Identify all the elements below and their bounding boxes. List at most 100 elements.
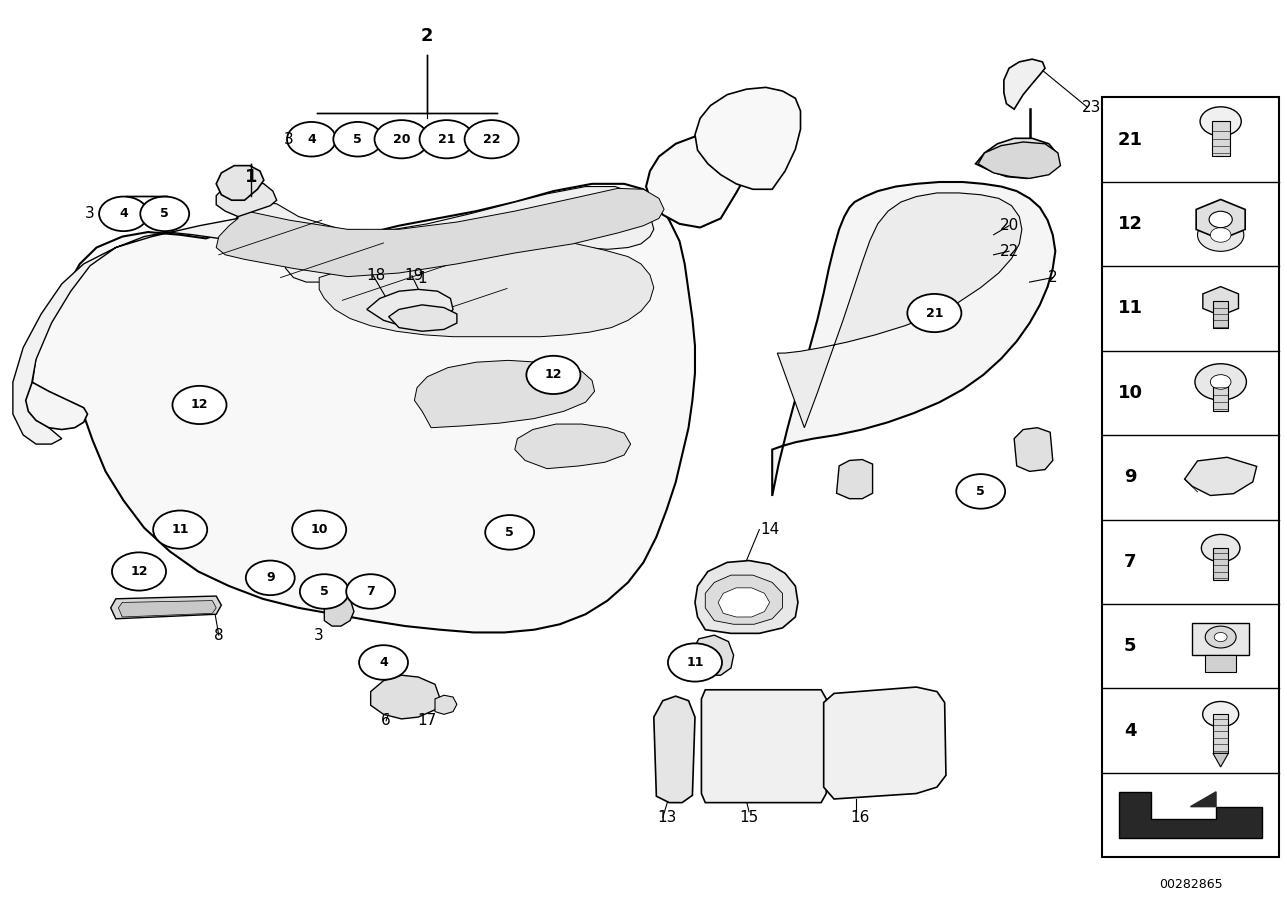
Text: 20: 20 (393, 133, 411, 146)
Circle shape (359, 645, 408, 680)
Text: 4: 4 (1124, 722, 1136, 740)
Text: 12: 12 (130, 565, 148, 578)
Circle shape (1214, 632, 1227, 642)
Text: 00282865: 00282865 (1158, 878, 1223, 891)
Polygon shape (118, 601, 216, 617)
Circle shape (292, 511, 346, 549)
Text: 11: 11 (171, 523, 189, 536)
Polygon shape (1014, 428, 1053, 471)
Polygon shape (216, 166, 264, 200)
Text: 15: 15 (740, 810, 758, 824)
Text: 1: 1 (417, 271, 427, 286)
Polygon shape (824, 687, 946, 799)
Polygon shape (1212, 753, 1228, 767)
Text: 17: 17 (418, 713, 436, 728)
Text: 5: 5 (506, 526, 514, 539)
Text: 16: 16 (849, 810, 870, 824)
Circle shape (99, 197, 148, 231)
Bar (1212, 301, 1228, 329)
Text: 9: 9 (266, 571, 274, 584)
Polygon shape (772, 182, 1055, 496)
Polygon shape (414, 360, 595, 428)
Bar (1102, 97, 1279, 857)
Circle shape (907, 294, 961, 332)
Circle shape (1210, 228, 1230, 242)
Polygon shape (515, 424, 631, 469)
Polygon shape (26, 382, 88, 430)
Text: 10: 10 (310, 523, 328, 536)
Text: 3: 3 (314, 628, 324, 642)
Circle shape (1199, 106, 1241, 136)
Circle shape (485, 515, 534, 550)
Polygon shape (718, 588, 770, 617)
Text: 1: 1 (245, 167, 257, 186)
Polygon shape (695, 561, 798, 633)
Polygon shape (367, 289, 453, 326)
Circle shape (112, 552, 166, 591)
Polygon shape (837, 460, 873, 499)
Text: 12: 12 (190, 399, 208, 411)
Text: 5: 5 (1124, 637, 1136, 655)
Polygon shape (324, 593, 354, 626)
Bar (1205, 655, 1236, 672)
Text: 5: 5 (161, 207, 169, 220)
Polygon shape (695, 87, 801, 189)
Circle shape (375, 120, 429, 158)
Polygon shape (692, 635, 734, 675)
Text: 21: 21 (1117, 130, 1143, 148)
Bar (1212, 382, 1228, 411)
Circle shape (668, 643, 722, 682)
Text: 3: 3 (283, 132, 293, 147)
Circle shape (1194, 364, 1246, 400)
Circle shape (153, 511, 207, 549)
Text: 2: 2 (1048, 270, 1058, 285)
Text: 21: 21 (925, 307, 943, 319)
Polygon shape (701, 690, 826, 803)
Text: 7: 7 (1124, 552, 1136, 571)
Text: 19: 19 (404, 268, 425, 283)
Text: 11: 11 (686, 656, 704, 669)
Circle shape (140, 197, 189, 231)
Circle shape (333, 122, 382, 157)
Text: 13: 13 (656, 810, 677, 824)
Polygon shape (435, 695, 457, 714)
Circle shape (1205, 626, 1236, 648)
Text: 22: 22 (1000, 244, 1018, 258)
Bar (1192, 623, 1248, 655)
Text: 11: 11 (1117, 299, 1143, 318)
Text: 23: 23 (1081, 100, 1102, 115)
Polygon shape (389, 305, 457, 331)
Text: 5: 5 (354, 133, 362, 146)
Circle shape (1197, 218, 1243, 251)
Text: 4: 4 (120, 207, 127, 220)
Polygon shape (216, 188, 664, 277)
Polygon shape (646, 135, 749, 228)
Circle shape (1210, 375, 1230, 389)
Circle shape (956, 474, 1005, 509)
Circle shape (465, 120, 519, 158)
Circle shape (300, 574, 349, 609)
Polygon shape (654, 696, 695, 803)
Circle shape (346, 574, 395, 609)
Polygon shape (1190, 792, 1216, 806)
Polygon shape (976, 138, 1058, 178)
Polygon shape (111, 596, 221, 619)
Text: 12: 12 (544, 369, 562, 381)
Text: 8: 8 (214, 628, 224, 642)
Text: 14: 14 (761, 522, 779, 537)
Polygon shape (319, 237, 654, 337)
Text: 12: 12 (1117, 215, 1143, 233)
Text: 5: 5 (320, 585, 328, 598)
Text: 18: 18 (367, 268, 385, 283)
Polygon shape (1184, 457, 1256, 496)
Circle shape (1208, 211, 1232, 228)
Text: 22: 22 (483, 133, 501, 146)
Circle shape (1201, 534, 1239, 561)
Polygon shape (1120, 792, 1261, 838)
Circle shape (1202, 702, 1238, 727)
Polygon shape (238, 187, 654, 282)
Polygon shape (978, 142, 1060, 178)
Polygon shape (1004, 59, 1045, 109)
Circle shape (420, 120, 474, 158)
Circle shape (172, 386, 227, 424)
